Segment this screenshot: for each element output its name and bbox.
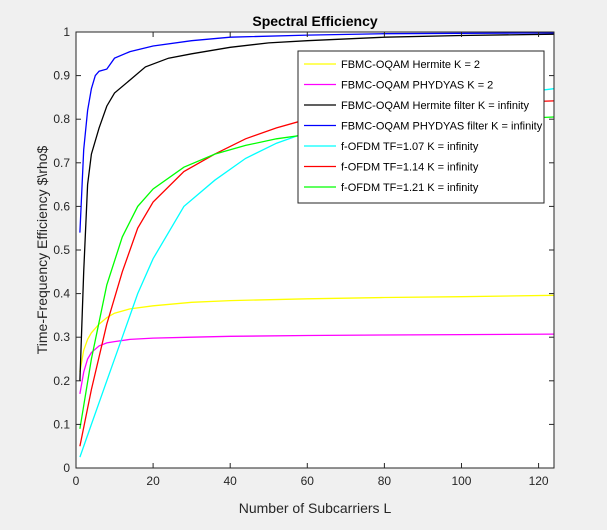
legend-label-4: FBMC-OQAM PHYDYAS filter K = infinity (341, 121, 543, 133)
series-line-3 (79, 33, 555, 381)
y-tick-label: 0.2 (53, 374, 70, 388)
y-tick-label: 0.8 (53, 112, 70, 126)
x-tick-label: 40 (224, 474, 238, 488)
x-tick-label: 0 (73, 474, 80, 488)
chart-title: Spectral Efficiency (252, 13, 377, 29)
y-tick-label: 0.5 (53, 243, 70, 257)
legend-label-3: FBMC-OQAM Hermite filter K = infinity (341, 100, 529, 112)
legend-items: FBMC-OQAM Hermite K = 2 FBMC-OQAM PHYDYAS… (304, 59, 543, 194)
series-line-4 (79, 32, 555, 233)
x-tick-label: 60 (301, 474, 315, 488)
x-tick-label: 100 (451, 474, 471, 488)
x-axis-label: Number of Subcarriers L (239, 500, 392, 516)
y-tick-label: 0.1 (53, 417, 70, 431)
series-line-1 (79, 294, 555, 373)
tick-layer: 0 20 40 60 80 100 120 0 0.1 0.2 0.3 0.4 0.5 0.6 0.7 0.8… (53, 25, 554, 488)
series-line-2 (79, 333, 555, 395)
y-axis-label: Time-Frequency Efficiency $\rho$ (34, 146, 50, 355)
legend: FBMC-OQAM Hermite K = 2 FBMC-OQAM PHYDYAS… (297, 50, 545, 204)
legend-label-6: f-OFDM TF=1.14 K = infinity (341, 162, 479, 174)
legend-label-5: f-OFDM TF=1.07 K = infinity (341, 141, 479, 153)
y-tick-label: 0.7 (53, 156, 70, 170)
y-tick-label: 1 (63, 25, 70, 39)
x-tick-label: 80 (378, 474, 392, 488)
y-tick-label: 0.3 (53, 330, 70, 344)
y-tick-label: 0.4 (53, 287, 70, 301)
y-tick-label: 0 (63, 461, 70, 475)
plot-area-border (75, 31, 555, 469)
x-tick-label: 120 (529, 474, 549, 488)
legend-label-1: FBMC-OQAM Hermite K = 2 (341, 59, 480, 71)
y-tick-label: 0.9 (53, 69, 70, 83)
legend-label-2: FBMC-OQAM PHYDYAS K = 2 (341, 80, 493, 92)
y-tick-label: 0.6 (53, 199, 70, 213)
legend-label-7: f-OFDM TF=1.21 K = infinity (341, 182, 479, 194)
legend-box (297, 50, 545, 204)
x-tick-label: 20 (146, 474, 160, 488)
